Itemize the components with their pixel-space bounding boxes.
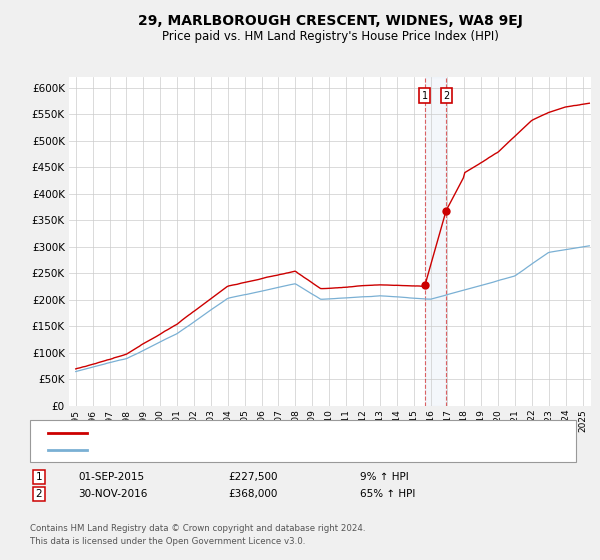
Text: Contains HM Land Registry data © Crown copyright and database right 2024.
This d: Contains HM Land Registry data © Crown c… — [30, 524, 365, 545]
Text: 1: 1 — [422, 91, 428, 101]
Text: Price paid vs. HM Land Registry's House Price Index (HPI): Price paid vs. HM Land Registry's House … — [161, 30, 499, 43]
Text: 2: 2 — [443, 91, 449, 101]
Text: 65% ↑ HPI: 65% ↑ HPI — [360, 489, 415, 499]
Text: 2: 2 — [35, 489, 43, 499]
Text: 29, MARLBOROUGH CRESCENT, WIDNES, WA8 9EJ: 29, MARLBOROUGH CRESCENT, WIDNES, WA8 9E… — [137, 14, 523, 28]
Text: 30-NOV-2016: 30-NOV-2016 — [78, 489, 148, 499]
Text: 9% ↑ HPI: 9% ↑ HPI — [360, 472, 409, 482]
Text: 29, MARLBOROUGH CRESCENT, WIDNES, WA8 9EJ (detached house): 29, MARLBOROUGH CRESCENT, WIDNES, WA8 9E… — [96, 428, 451, 438]
Text: HPI: Average price, detached house, Halton: HPI: Average price, detached house, Halt… — [96, 445, 323, 455]
Text: £368,000: £368,000 — [228, 489, 277, 499]
Text: £227,500: £227,500 — [228, 472, 277, 482]
Bar — [425, 77, 446, 406]
Text: 01-SEP-2015: 01-SEP-2015 — [78, 472, 144, 482]
Text: 1: 1 — [35, 472, 43, 482]
